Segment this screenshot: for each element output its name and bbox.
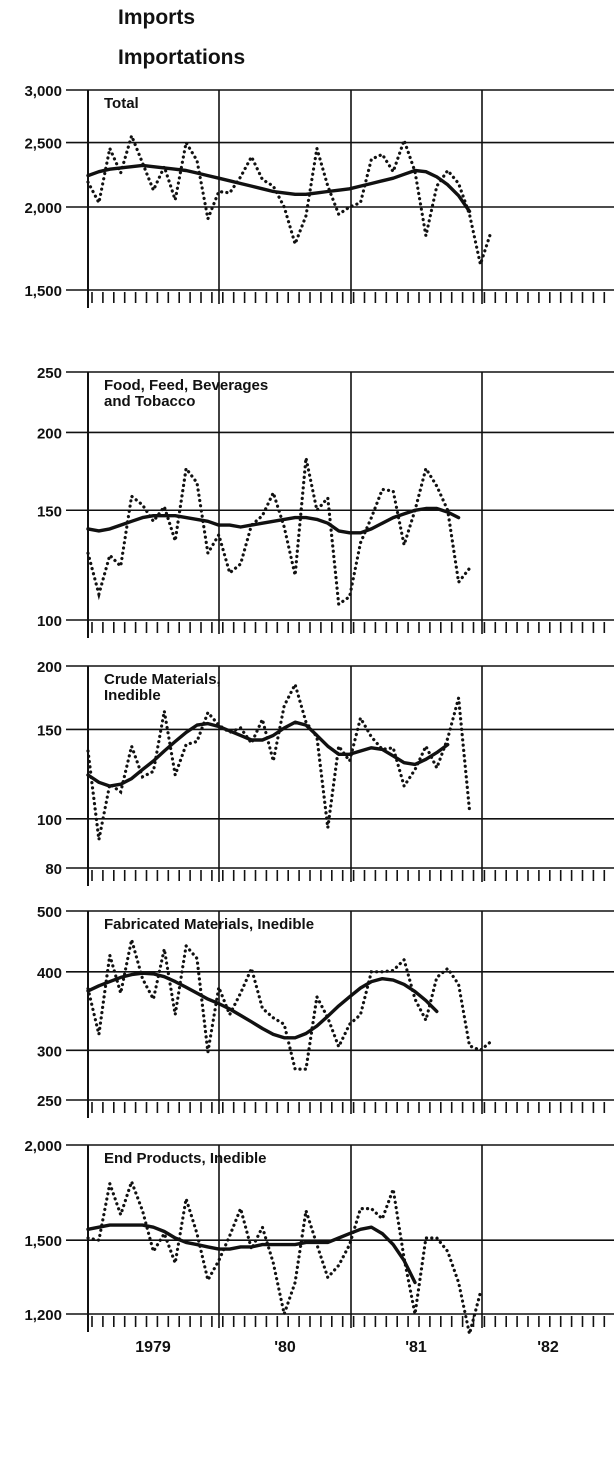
y-tick-label: 1,500: [24, 283, 62, 300]
y-tick-label: 3,000: [24, 83, 62, 100]
y-tick-label: 100: [37, 812, 62, 829]
panel-title: End Products, Inedible: [104, 1150, 267, 1167]
x-year-label: 1979: [135, 1339, 171, 1356]
series-monthly-dotted: [86, 939, 493, 1071]
y-tick-label: 300: [37, 1043, 62, 1060]
series-trend-solid: [86, 720, 450, 788]
series-trend-solid: [86, 1223, 417, 1285]
y-tick-label: 2,000: [24, 200, 62, 217]
panel-title: Total: [104, 95, 139, 112]
panel-title: Food, Feed, Beverages and Tobacco: [104, 377, 268, 410]
series-monthly-dotted: [86, 680, 472, 840]
series-trend-solid: [86, 506, 461, 535]
y-tick-label: 250: [37, 1093, 62, 1110]
y-tick-label: 2,500: [24, 136, 62, 153]
x-year-label: '82: [537, 1339, 559, 1356]
y-tick-label: 200: [37, 425, 62, 442]
y-tick-label: 150: [37, 503, 62, 520]
x-year-label: '81: [405, 1339, 427, 1356]
y-tick-label: 400: [37, 965, 62, 982]
series-trend-solid: [86, 971, 439, 1040]
y-tick-label: 100: [37, 613, 62, 630]
y-tick-label: 1,500: [24, 1233, 62, 1250]
y-tick-label: 1,200: [24, 1307, 62, 1324]
header-line1: Imports: [118, 6, 195, 29]
x-year-label: '80: [274, 1339, 296, 1356]
y-tick-label: 250: [37, 365, 62, 382]
panel-5: 1,200 1,500 2,000 End Products, Inedible: [24, 1138, 614, 1335]
series-monthly-dotted: [86, 130, 493, 271]
series-monthly-dotted: [86, 1176, 482, 1335]
y-tick-label: 200: [37, 659, 62, 676]
y-tick-label: 2,000: [24, 1138, 62, 1155]
y-tick-label: 150: [37, 722, 62, 739]
series-trend-solid: [86, 163, 472, 214]
header-line2: Importations: [118, 46, 245, 69]
panel-title: Fabricated Materials, Inedible: [104, 916, 314, 933]
panel-title: Crude Materials, Inedible: [104, 671, 221, 704]
panel-1: 1,500 2,000 2,500 3,000 Total: [24, 83, 614, 308]
panel-2: 100 150 200 250 Food, Feed, Beverages and Tob…: [37, 365, 614, 638]
panel-3: 80 100 150 200 Crude Materials, Inedible: [37, 659, 614, 886]
y-tick-label: 500: [37, 904, 62, 921]
series-monthly-dotted: [86, 457, 472, 608]
panel-4: 250 300 400 500 Fabricated Materials, Inedib…: [37, 904, 614, 1118]
y-tick-label: 80: [45, 861, 62, 878]
